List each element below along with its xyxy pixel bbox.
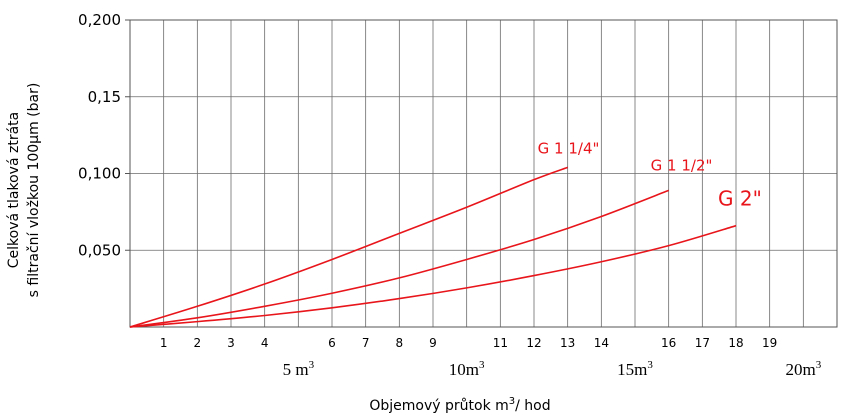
x-major-label: 5 m3	[283, 359, 315, 379]
x-tick-label: 13	[560, 336, 575, 350]
x-axis-label-text: Objemový průtok m	[369, 398, 508, 414]
x-tick-label: 11	[493, 336, 508, 350]
x-tick-label: 12	[526, 336, 541, 350]
y-tick-label: 0,050	[78, 241, 121, 259]
x-tick-label: 3	[227, 336, 235, 350]
x-tick-label: 2	[194, 336, 202, 350]
x-tick-label: 7	[362, 336, 370, 350]
series-line	[129, 224, 737, 328]
x-tick-label: 16	[661, 336, 676, 350]
y-tick-label: 0,100	[78, 165, 121, 183]
y-tick-label: 0,15	[88, 88, 121, 106]
series-line	[129, 189, 669, 328]
x-tick-label: 9	[429, 336, 437, 350]
y-axis-label-line1: Celková tlaková ztráta	[6, 112, 22, 268]
x-major-labels: 5 m3 10m3 15m3 20m3	[283, 359, 822, 379]
x-tick-label: 1	[160, 336, 168, 350]
x-major-label: 15m3	[617, 359, 653, 379]
x-axis-label-suffix: / hod	[515, 398, 551, 414]
series-label: G 1 1/2"	[651, 156, 713, 174]
x-tick-label: 8	[396, 336, 404, 350]
x-major-label: 10m3	[449, 359, 485, 379]
x-tick-label: 17	[695, 336, 710, 350]
series-label: G 1 1/4"	[538, 139, 600, 157]
grid	[130, 20, 837, 327]
series-line	[129, 166, 568, 328]
x-tick-label: 4	[261, 336, 269, 350]
x-axis-label: Objemový průtok m3/ hod	[369, 396, 550, 414]
x-axis-label-sup: 3	[509, 396, 515, 407]
y-axis-label-line2: s filtrační vložkou 100μm (bar)	[26, 83, 42, 298]
x-tick-labels: 1 2 3 4 6 7 8 9 11 12 13 14 16 17 18 19	[160, 336, 777, 350]
y-tick-label: 0,200	[78, 11, 121, 29]
series: G 1 1/4" G 1 1/2" G 2"	[129, 139, 762, 328]
x-tick-label: 6	[328, 336, 336, 350]
x-tick-label: 19	[762, 336, 777, 350]
x-major-label: 20m3	[785, 359, 821, 379]
x-tick-label: 18	[728, 336, 743, 350]
y-tick-labels: 0,050 0,100 0,15 0,200	[78, 11, 130, 259]
series-label: G 2"	[718, 187, 762, 211]
x-tick-label: 14	[594, 336, 609, 350]
